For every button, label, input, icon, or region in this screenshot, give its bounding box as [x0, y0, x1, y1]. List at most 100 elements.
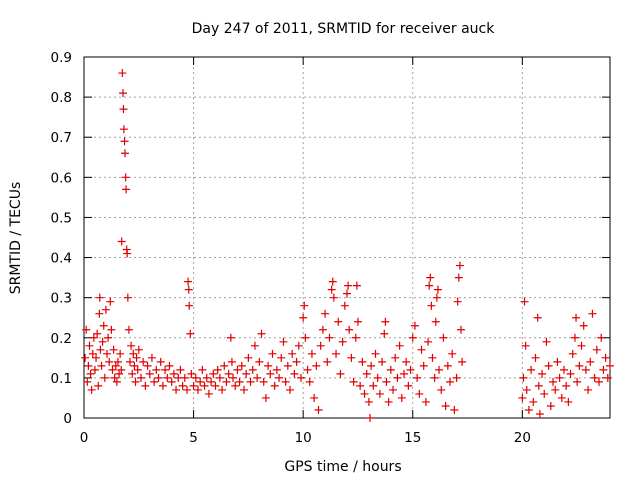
data-point	[147, 353, 156, 362]
data-point	[362, 369, 371, 378]
data-point	[421, 397, 430, 406]
data-point	[106, 297, 115, 306]
data-point	[435, 365, 444, 374]
data-point	[120, 137, 129, 146]
data-point	[81, 353, 90, 362]
data-point	[303, 365, 312, 374]
data-point	[101, 305, 110, 314]
data-point	[237, 361, 246, 370]
data-point	[124, 325, 133, 334]
data-point	[184, 277, 193, 286]
data-point	[288, 349, 297, 358]
y-tick-label: 0.2	[51, 331, 72, 347]
data-point	[455, 261, 464, 270]
data-point	[419, 361, 428, 370]
data-point	[84, 361, 93, 370]
data-point	[123, 249, 132, 258]
data-point	[382, 377, 391, 386]
data-point	[257, 329, 266, 338]
data-point	[439, 333, 448, 342]
data-point	[527, 365, 536, 374]
data-point	[211, 381, 220, 390]
data-point	[207, 377, 216, 386]
data-point	[88, 349, 97, 358]
data-point	[352, 281, 361, 290]
data-point	[584, 385, 593, 394]
data-point	[389, 385, 398, 394]
data-point	[290, 369, 299, 378]
data-point	[425, 281, 434, 290]
data-point	[410, 321, 419, 330]
data-point	[92, 353, 101, 362]
data-point	[551, 385, 560, 394]
data-point	[566, 369, 575, 378]
data-point	[226, 333, 235, 342]
data-point	[275, 373, 284, 382]
data-point	[586, 357, 595, 366]
data-point	[184, 285, 193, 294]
data-point	[399, 369, 408, 378]
data-point	[371, 349, 380, 358]
data-point	[264, 361, 273, 370]
data-point	[272, 365, 281, 374]
data-point	[119, 125, 128, 134]
data-point	[180, 373, 189, 382]
data-point	[349, 377, 358, 386]
data-point	[222, 377, 231, 386]
data-point	[122, 185, 131, 194]
data-point	[426, 273, 435, 282]
data-point	[430, 373, 439, 382]
data-point	[154, 373, 163, 382]
data-point	[277, 353, 286, 362]
data-point	[534, 381, 543, 390]
data-point	[581, 365, 590, 374]
data-point	[428, 353, 437, 362]
data-point	[579, 321, 588, 330]
data-point	[531, 353, 540, 362]
data-point	[327, 285, 336, 294]
data-point	[380, 329, 389, 338]
data-point	[158, 381, 167, 390]
data-point	[417, 345, 426, 354]
data-point	[246, 377, 255, 386]
data-point	[261, 393, 270, 402]
data-point	[266, 369, 275, 378]
data-point	[89, 333, 98, 342]
data-point	[393, 373, 402, 382]
data-point	[312, 361, 321, 370]
data-point	[95, 309, 104, 318]
data-point	[250, 341, 259, 350]
data-point	[104, 333, 113, 342]
data-point	[176, 365, 185, 374]
data-point	[296, 373, 305, 382]
grid-lines	[84, 57, 610, 418]
data-point	[200, 381, 209, 390]
data-point	[529, 397, 538, 406]
y-tick-label: 0.5	[51, 210, 72, 226]
x-axis-label: GPS time / hours	[284, 459, 401, 475]
data-point	[183, 385, 192, 394]
data-point	[351, 333, 360, 342]
data-point	[305, 377, 314, 386]
x-tick-label: 10	[295, 430, 312, 446]
data-point	[559, 365, 568, 374]
data-point	[381, 317, 390, 326]
data-point	[338, 337, 347, 346]
data-point	[281, 377, 290, 386]
data-point	[83, 377, 92, 386]
data-point	[334, 317, 343, 326]
data-point	[386, 365, 395, 374]
data-point	[520, 297, 529, 306]
data-point	[231, 381, 240, 390]
data-point	[99, 321, 108, 330]
data-point	[316, 341, 325, 350]
data-point	[253, 373, 262, 382]
y-axis-label: SRMTID / TECUs	[8, 182, 24, 295]
data-point	[213, 365, 222, 374]
data-point	[343, 289, 351, 298]
data-point	[105, 357, 114, 366]
data-point	[318, 325, 327, 334]
data-point	[557, 393, 566, 402]
data-point	[163, 373, 172, 382]
